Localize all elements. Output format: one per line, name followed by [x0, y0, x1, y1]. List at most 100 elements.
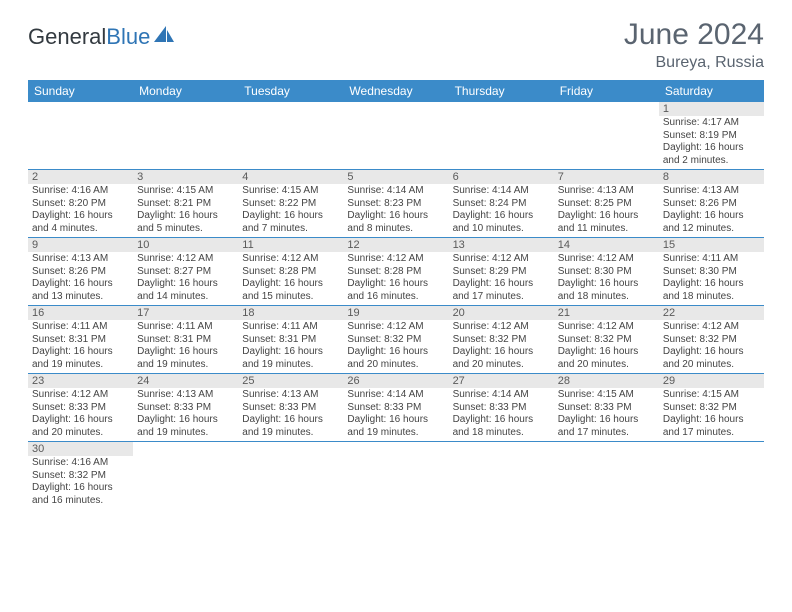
weekday-header: Monday: [133, 80, 238, 102]
day-details: Sunrise: 4:12 AMSunset: 8:28 PMDaylight:…: [238, 252, 343, 305]
sunset-text: Sunset: 8:32 PM: [663, 402, 760, 415]
daylight-text: Daylight: 16 hours and 11 minutes.: [558, 210, 655, 235]
sunset-text: Sunset: 8:33 PM: [347, 402, 444, 415]
daylight-text: Daylight: 16 hours and 10 minutes.: [453, 210, 550, 235]
calendar-cell: [238, 102, 343, 169]
day-details: Sunrise: 4:12 AMSunset: 8:30 PMDaylight:…: [554, 252, 659, 305]
daylight-text: Daylight: 16 hours and 19 minutes.: [137, 414, 234, 439]
daylight-text: Daylight: 16 hours and 18 minutes.: [663, 278, 760, 303]
sunrise-text: Sunrise: 4:15 AM: [663, 389, 760, 402]
sunrise-text: Sunrise: 4:11 AM: [137, 321, 234, 334]
daylight-text: Daylight: 16 hours and 20 minutes.: [32, 414, 129, 439]
calendar-cell: [659, 442, 764, 509]
day-number: [554, 442, 659, 456]
sunset-text: Sunset: 8:23 PM: [347, 198, 444, 211]
sunset-text: Sunset: 8:26 PM: [663, 198, 760, 211]
daylight-text: Daylight: 16 hours and 14 minutes.: [137, 278, 234, 303]
calendar-cell: 27Sunrise: 4:14 AMSunset: 8:33 PMDayligh…: [449, 374, 554, 441]
day-number: 28: [554, 374, 659, 388]
daylight-text: Daylight: 16 hours and 19 minutes.: [32, 346, 129, 371]
day-number: 14: [554, 238, 659, 252]
month-title: June 2024: [624, 18, 764, 52]
day-details: Sunrise: 4:14 AMSunset: 8:33 PMDaylight:…: [343, 388, 448, 441]
sunset-text: Sunset: 8:28 PM: [347, 266, 444, 279]
sunset-text: Sunset: 8:33 PM: [242, 402, 339, 415]
day-number: [28, 102, 133, 116]
sunset-text: Sunset: 8:33 PM: [137, 402, 234, 415]
calendar-cell: 1Sunrise: 4:17 AMSunset: 8:19 PMDaylight…: [659, 102, 764, 169]
day-number: 16: [28, 306, 133, 320]
day-number: [133, 102, 238, 116]
day-number: 18: [238, 306, 343, 320]
day-number: [554, 102, 659, 116]
calendar-cell: 3Sunrise: 4:15 AMSunset: 8:21 PMDaylight…: [133, 170, 238, 237]
day-number: 5: [343, 170, 448, 184]
day-details: Sunrise: 4:13 AMSunset: 8:33 PMDaylight:…: [133, 388, 238, 441]
calendar-cell: [133, 442, 238, 509]
day-details: Sunrise: 4:12 AMSunset: 8:32 PMDaylight:…: [449, 320, 554, 373]
daylight-text: Daylight: 16 hours and 18 minutes.: [558, 278, 655, 303]
daylight-text: Daylight: 16 hours and 17 minutes.: [663, 414, 760, 439]
day-details: Sunrise: 4:12 AMSunset: 8:28 PMDaylight:…: [343, 252, 448, 305]
page-header: GeneralBlue June 2024 Bureya, Russia: [28, 18, 764, 72]
daylight-text: Daylight: 16 hours and 20 minutes.: [347, 346, 444, 371]
day-number: [343, 102, 448, 116]
day-details: Sunrise: 4:15 AMSunset: 8:22 PMDaylight:…: [238, 184, 343, 237]
calendar-page: GeneralBlue June 2024 Bureya, Russia Sun…: [0, 0, 792, 509]
sunset-text: Sunset: 8:32 PM: [32, 470, 129, 483]
daylight-text: Daylight: 16 hours and 15 minutes.: [242, 278, 339, 303]
sunrise-text: Sunrise: 4:12 AM: [347, 321, 444, 334]
sunset-text: Sunset: 8:33 PM: [32, 402, 129, 415]
daylight-text: Daylight: 16 hours and 20 minutes.: [558, 346, 655, 371]
brand-logo: GeneralBlue: [28, 24, 176, 50]
calendar-cell: 23Sunrise: 4:12 AMSunset: 8:33 PMDayligh…: [28, 374, 133, 441]
calendar-cell: [238, 442, 343, 509]
calendar-cell: [343, 102, 448, 169]
calendar-cell: 30Sunrise: 4:16 AMSunset: 8:32 PMDayligh…: [28, 442, 133, 509]
sunset-text: Sunset: 8:24 PM: [453, 198, 550, 211]
day-number: 24: [133, 374, 238, 388]
weekday-header: Sunday: [28, 80, 133, 102]
sunrise-text: Sunrise: 4:11 AM: [32, 321, 129, 334]
daylight-text: Daylight: 16 hours and 16 minutes.: [347, 278, 444, 303]
sunrise-text: Sunrise: 4:13 AM: [558, 185, 655, 198]
sunrise-text: Sunrise: 4:12 AM: [453, 253, 550, 266]
calendar-cell: 28Sunrise: 4:15 AMSunset: 8:33 PMDayligh…: [554, 374, 659, 441]
day-number: [238, 442, 343, 456]
weeks-container: 1Sunrise: 4:17 AMSunset: 8:19 PMDaylight…: [28, 102, 764, 509]
day-number: 6: [449, 170, 554, 184]
calendar-cell: 19Sunrise: 4:12 AMSunset: 8:32 PMDayligh…: [343, 306, 448, 373]
calendar-cell: 11Sunrise: 4:12 AMSunset: 8:28 PMDayligh…: [238, 238, 343, 305]
sunrise-text: Sunrise: 4:16 AM: [32, 457, 129, 470]
sunset-text: Sunset: 8:27 PM: [137, 266, 234, 279]
calendar-cell: 26Sunrise: 4:14 AMSunset: 8:33 PMDayligh…: [343, 374, 448, 441]
daylight-text: Daylight: 16 hours and 12 minutes.: [663, 210, 760, 235]
day-details: Sunrise: 4:11 AMSunset: 8:30 PMDaylight:…: [659, 252, 764, 305]
day-details: Sunrise: 4:13 AMSunset: 8:26 PMDaylight:…: [659, 184, 764, 237]
day-number: 1: [659, 102, 764, 116]
calendar-cell: 5Sunrise: 4:14 AMSunset: 8:23 PMDaylight…: [343, 170, 448, 237]
daylight-text: Daylight: 16 hours and 19 minutes.: [242, 414, 339, 439]
calendar-cell: [449, 442, 554, 509]
calendar-row: 1Sunrise: 4:17 AMSunset: 8:19 PMDaylight…: [28, 102, 764, 170]
day-number: 10: [133, 238, 238, 252]
calendar-cell: 15Sunrise: 4:11 AMSunset: 8:30 PMDayligh…: [659, 238, 764, 305]
calendar-row: 23Sunrise: 4:12 AMSunset: 8:33 PMDayligh…: [28, 374, 764, 442]
daylight-text: Daylight: 16 hours and 20 minutes.: [663, 346, 760, 371]
day-details: Sunrise: 4:12 AMSunset: 8:32 PMDaylight:…: [659, 320, 764, 373]
day-number: 3: [133, 170, 238, 184]
day-details: Sunrise: 4:12 AMSunset: 8:32 PMDaylight:…: [343, 320, 448, 373]
daylight-text: Daylight: 16 hours and 17 minutes.: [453, 278, 550, 303]
sunrise-text: Sunrise: 4:13 AM: [663, 185, 760, 198]
sunrise-text: Sunrise: 4:12 AM: [663, 321, 760, 334]
calendar-cell: 9Sunrise: 4:13 AMSunset: 8:26 PMDaylight…: [28, 238, 133, 305]
day-number: 11: [238, 238, 343, 252]
day-number: 2: [28, 170, 133, 184]
calendar-cell: 18Sunrise: 4:11 AMSunset: 8:31 PMDayligh…: [238, 306, 343, 373]
day-details: Sunrise: 4:11 AMSunset: 8:31 PMDaylight:…: [238, 320, 343, 373]
calendar-row: 16 Sunrise: 4:11 AMSunset: 8:31 PMDayligh…: [28, 306, 764, 374]
calendar-cell: 14Sunrise: 4:12 AMSunset: 8:30 PMDayligh…: [554, 238, 659, 305]
weekday-header: Thursday: [449, 80, 554, 102]
sunset-text: Sunset: 8:29 PM: [453, 266, 550, 279]
sunset-text: Sunset: 8:25 PM: [558, 198, 655, 211]
